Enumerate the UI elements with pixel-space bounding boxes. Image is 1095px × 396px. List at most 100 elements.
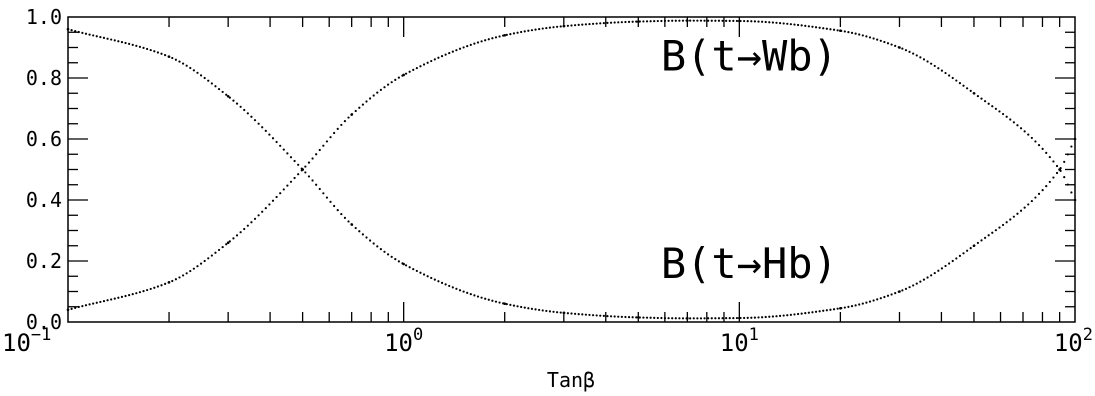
curve-dot — [807, 25, 810, 28]
curve-dot — [138, 45, 142, 48]
x-tick-label: 100 — [384, 325, 423, 357]
curve-dot — [761, 316, 764, 319]
curve-dot — [933, 271, 936, 275]
annotation-wb: B(t→Wb) — [661, 32, 838, 81]
curve-dot — [750, 316, 753, 319]
curve-dot — [994, 107, 997, 110]
curve-dot — [1001, 112, 1005, 116]
curve-dot — [883, 40, 886, 44]
curve-dot — [656, 19, 659, 23]
curve-dot — [1063, 160, 1066, 163]
curve-dot — [1045, 185, 1048, 188]
curve-dot — [904, 49, 908, 52]
curve-dot — [1073, 198, 1077, 202]
curve-dot — [113, 297, 116, 300]
curve-dot — [548, 310, 552, 313]
curve-dot — [843, 30, 846, 33]
curve-dot — [261, 210, 264, 213]
curve-dot — [451, 286, 454, 289]
curve-dot — [484, 297, 487, 300]
curve-dot — [782, 22, 785, 25]
curve-dot — [876, 298, 879, 301]
curve-dot — [142, 290, 145, 293]
curve-dot — [217, 248, 221, 252]
curve-dot — [189, 269, 192, 273]
curve-dot — [660, 19, 663, 23]
curve-dot — [160, 284, 163, 287]
curve-dot — [210, 82, 213, 85]
curve-dot — [239, 105, 242, 108]
curve-dot — [886, 294, 890, 297]
curve-dot — [394, 258, 397, 261]
curve-dot — [473, 294, 476, 297]
curve-dot — [969, 247, 972, 250]
curve-dot — [775, 315, 778, 318]
curve-dot — [1073, 137, 1077, 141]
curve-dot — [149, 48, 152, 52]
curve-dot — [685, 317, 688, 320]
curve-dot — [419, 271, 422, 274]
curve-dot — [534, 308, 537, 311]
y-tick-label: 0.4 — [26, 188, 62, 212]
curve-dot — [243, 227, 246, 231]
curve-dot — [714, 19, 717, 22]
curve-dot — [681, 19, 685, 22]
curve-dot — [491, 37, 494, 40]
curve-dot — [602, 22, 605, 25]
curve-dot — [142, 46, 145, 49]
curve-dot — [1037, 192, 1041, 196]
curve-dot — [361, 103, 365, 106]
curve-dot — [778, 22, 782, 25]
curve-dot — [865, 35, 868, 38]
curve-dot — [379, 88, 382, 91]
curve-dot — [811, 311, 814, 314]
curve-dot — [444, 53, 447, 56]
curve-dot — [786, 314, 789, 317]
curve-dot — [976, 241, 979, 245]
y-tick-label: 0.6 — [26, 127, 62, 151]
curve-dot — [1012, 215, 1015, 218]
curve-dot — [110, 298, 113, 301]
curve-dot — [81, 305, 84, 308]
curve-dot — [336, 127, 339, 130]
curve-dot — [559, 311, 562, 314]
curve-dot — [883, 295, 886, 299]
curve-dot — [962, 252, 965, 255]
curve-dot — [908, 286, 911, 289]
curve-dot — [293, 176, 296, 180]
curve-dot — [275, 140, 278, 144]
curve-dot — [926, 60, 929, 63]
curve-dot — [552, 310, 555, 313]
curve-dot — [689, 317, 692, 320]
curve-dot — [333, 131, 336, 135]
curve-dot — [541, 27, 544, 30]
curve-dot — [430, 59, 433, 63]
x-axis-label: Tanβ — [547, 368, 595, 392]
curve-dot — [764, 315, 767, 319]
curve-dot — [865, 301, 868, 304]
curve-dot — [502, 302, 505, 305]
curve-dot — [973, 244, 976, 247]
curve-dot — [807, 311, 810, 314]
x-tick-label: 10−1 — [2, 325, 51, 357]
plot-frame — [67, 16, 1076, 323]
curve-dot — [725, 19, 728, 22]
curve-dot — [282, 148, 285, 151]
curve-dot — [491, 299, 494, 302]
curve-dot — [545, 309, 548, 313]
curve-dot — [850, 305, 854, 308]
curve-dot — [563, 311, 566, 314]
curve-dot — [926, 276, 929, 279]
curve-dot — [1019, 209, 1023, 212]
curve-dot — [663, 19, 667, 23]
curve-dot — [1023, 130, 1026, 133]
curve-dot — [983, 100, 987, 103]
curve-dot — [66, 28, 70, 31]
curve-dot — [591, 314, 595, 317]
curve-dot — [717, 19, 721, 22]
curve-dot — [138, 291, 142, 294]
curve-dot — [440, 281, 444, 284]
curve-dot — [872, 37, 875, 40]
curve-dot — [480, 296, 483, 299]
curve-dot — [239, 231, 242, 234]
